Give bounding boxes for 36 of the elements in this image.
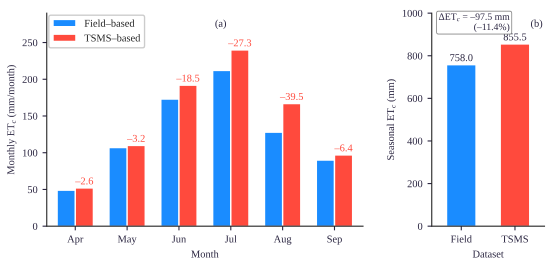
annotation: –2.6 <box>75 177 94 185</box>
annotation: (a) <box>215 20 226 29</box>
text: (b) <box>530 20 542 29</box>
y-tick-label: 1000 <box>402 10 422 17</box>
y-tick-label: 250 <box>22 39 38 46</box>
x-tick-label: Jul <box>224 235 237 243</box>
y-tick-label: 100 <box>23 149 38 156</box>
x-tick-label: TSMS <box>502 236 528 243</box>
x-tick-label: May <box>118 236 137 245</box>
x-tick-label: Aug <box>274 236 292 245</box>
x-tick-label: Jun <box>172 236 186 243</box>
x-tick-label: Apr <box>67 236 84 245</box>
annotation: –39.5 <box>280 93 304 100</box>
x-axis-title: Dataset <box>472 250 504 258</box>
y-tick-label: 400 <box>407 138 422 145</box>
annotation: –6.4 <box>334 144 353 152</box>
y-tick-label: 150 <box>23 112 38 120</box>
y-tick-label: 50 <box>28 186 38 194</box>
y-tick-label: 800 <box>407 52 422 60</box>
annotation: –27.3 <box>228 39 252 46</box>
y-tick-label: 600 <box>408 95 422 102</box>
y-tick-label: 0 <box>418 222 422 230</box>
y-tick-label: 0 <box>32 222 38 230</box>
x-axis-title: Month <box>191 250 219 258</box>
legend-label: TSMS–based <box>84 34 140 42</box>
annotation: ΔET$_{c}$ = –97.5 mm (–11.4%) <box>438 13 510 32</box>
y-tick-label: 200 <box>408 180 422 188</box>
annotation: –3.2 <box>126 134 145 142</box>
x-tick-label: Sep <box>327 236 342 245</box>
y-tick-label: 200 <box>22 76 38 83</box>
legend-label: Field–based <box>84 19 134 27</box>
y-axis-title: Monthly ET$_{c}$ (mm/month) <box>6 65 16 174</box>
data-label: 758.0 <box>450 54 473 62</box>
annotation: –18.5 <box>176 74 200 82</box>
x-tick-label: Field <box>450 235 472 243</box>
y-axis-title: Seasonal ET$_{c}$ (mm) <box>386 79 396 160</box>
